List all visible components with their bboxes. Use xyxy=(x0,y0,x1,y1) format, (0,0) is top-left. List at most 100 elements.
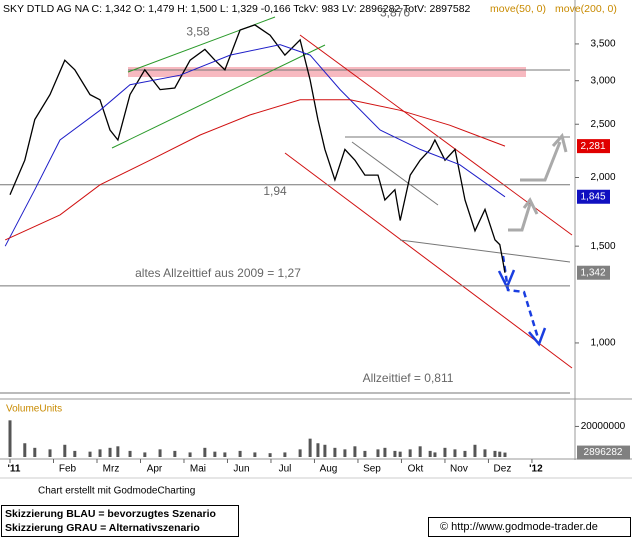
volume-bar xyxy=(238,450,242,457)
volume-bar xyxy=(73,450,77,457)
x-tick-label: Sep xyxy=(363,464,381,475)
volume-bar xyxy=(128,450,132,457)
credit: Chart erstellt mit GodmodeCharting xyxy=(38,486,195,497)
volume-bar xyxy=(268,453,272,457)
volume-tag xyxy=(577,445,630,460)
volume-bar xyxy=(343,449,347,457)
price-tag xyxy=(577,265,610,280)
volume-bar xyxy=(316,443,320,457)
y-tick-label: 1,000 xyxy=(590,338,615,349)
volume-bar xyxy=(48,449,52,457)
price-tag xyxy=(577,189,610,204)
volume-bar xyxy=(213,451,217,457)
volume-bar xyxy=(428,450,432,457)
moving-average xyxy=(4,99,506,241)
volume-bar xyxy=(463,450,467,457)
volume-bar xyxy=(363,450,367,457)
volume-bar xyxy=(33,447,37,457)
volume-bar xyxy=(188,452,192,457)
scenario-blue-arrow xyxy=(528,327,547,347)
price-line xyxy=(9,24,506,273)
volume-bar xyxy=(408,449,412,457)
volume-bar xyxy=(473,444,477,457)
volume-bar xyxy=(173,450,177,457)
volume-bar xyxy=(398,451,402,457)
x-tick-label: '11 xyxy=(8,464,21,475)
y-tick-label: 2,500 xyxy=(590,119,615,130)
volume-bar xyxy=(253,452,257,457)
x-tick-label: Mai xyxy=(190,464,206,475)
volume-bar xyxy=(418,446,422,457)
volume-bar xyxy=(393,450,397,457)
y-tick-label: 3,500 xyxy=(590,39,615,50)
trend-channel xyxy=(299,34,573,236)
resistance-zone xyxy=(128,67,526,77)
price-tag-label: 2,281 xyxy=(580,141,605,152)
volume-bar xyxy=(308,438,312,457)
volume-bar xyxy=(298,449,302,457)
legend-box xyxy=(1,505,239,537)
volume-bar xyxy=(203,447,207,457)
x-tick-label: Jul xyxy=(279,464,292,475)
volume-bar xyxy=(88,451,92,457)
volume-bar xyxy=(323,444,327,457)
trend-channel xyxy=(284,152,573,369)
x-tick-label: Feb xyxy=(59,464,77,475)
volume-bar xyxy=(498,451,502,457)
volume-bar xyxy=(443,447,447,457)
level-label: Allzeittief = 0,811 xyxy=(363,371,454,385)
legend-entry: move(200, 0) xyxy=(555,3,617,15)
scenario-legend: Skizzierung GRAU = Alternativszenario xyxy=(5,522,200,534)
annotation: 3,876 xyxy=(380,6,410,20)
x-tick-label: Aug xyxy=(320,464,338,475)
x-tick-label: Okt xyxy=(408,464,424,475)
y-tick-label: 2,000 xyxy=(590,172,615,183)
y-tick-label: 3,000 xyxy=(590,75,615,86)
pane-title: VolumeUnits xyxy=(6,404,62,415)
annotation: 3,58 xyxy=(186,25,210,39)
x-tick-label: Jun xyxy=(233,464,249,475)
volume-bar xyxy=(433,452,437,457)
volume-bar xyxy=(116,446,120,457)
y-tick-label: 20000000 xyxy=(581,421,626,432)
volume-bar xyxy=(503,452,507,457)
scenario-legend: Skizzierung BLAU = bevorzugtes Szenario xyxy=(5,508,216,520)
url-box xyxy=(428,517,631,537)
volume-bar xyxy=(383,447,387,457)
volume-bar xyxy=(23,443,27,457)
level-label: altes Allzeittief aus 2009 = 1,27 xyxy=(135,266,301,280)
volume-bar xyxy=(333,447,337,457)
y-tick-label: 1,500 xyxy=(590,241,615,252)
scenario-gray xyxy=(508,132,568,232)
scenario-blue xyxy=(501,255,540,339)
x-tick-label: Apr xyxy=(147,464,163,475)
volume-bar xyxy=(353,446,357,457)
volume-tag-label: 2896282 xyxy=(584,447,623,458)
volume-bar xyxy=(8,420,12,457)
trend-channel xyxy=(111,44,326,149)
moving-average xyxy=(4,44,506,247)
volume-bar xyxy=(98,449,102,457)
scenario-blue-arrow xyxy=(497,269,516,291)
price-tag xyxy=(577,139,610,154)
header: SKY DTLD AG NA C: 1,342 O: 1,479 H: 1,50… xyxy=(3,3,471,15)
volume-bar xyxy=(493,450,497,457)
x-tick-label: Nov xyxy=(450,464,468,475)
url: © http://www.godmode-trader.de xyxy=(440,521,598,533)
support-line xyxy=(399,239,571,263)
volume-bar xyxy=(63,444,67,457)
price-tag-label: 1,845 xyxy=(580,191,605,202)
volume-bar xyxy=(158,449,162,457)
volume-bar xyxy=(453,449,457,457)
legend-entry: move(50, 0) xyxy=(490,3,546,15)
volume-bar xyxy=(223,452,227,457)
support-line xyxy=(351,141,439,206)
x-tick-label: Mrz xyxy=(103,464,120,475)
level-label: 1,94 xyxy=(263,184,287,198)
volume-bar xyxy=(283,452,287,457)
x-tick-label: Dez xyxy=(494,464,512,475)
volume-bar xyxy=(483,449,487,457)
volume-bar xyxy=(108,447,112,457)
volume-bar xyxy=(376,449,380,457)
